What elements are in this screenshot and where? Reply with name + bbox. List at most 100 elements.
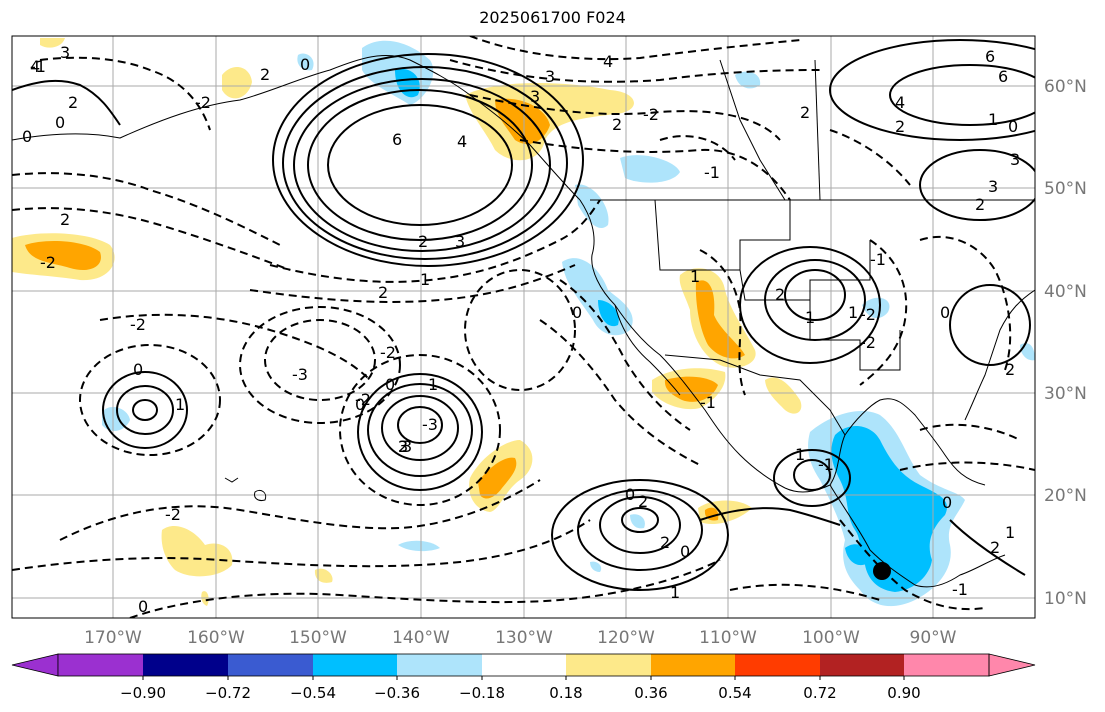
- contour-nw-1: [12, 79, 121, 126]
- contour-label: 3: [1010, 150, 1020, 169]
- contour-hawaii-3: [102, 371, 188, 449]
- map-title: 2025061700 F024: [479, 8, 626, 27]
- contour-label: 2: [60, 210, 70, 229]
- dashed-east-1: [919, 235, 1012, 371]
- fill-orange-bc-coast: [495, 98, 550, 145]
- lon-label: 110°W: [699, 628, 757, 648]
- contour-label: 0: [572, 303, 582, 322]
- coastline-west-coast: [579, 199, 786, 489]
- dashed-us-2: [859, 239, 908, 386]
- contour-mex-1: [793, 459, 831, 491]
- coastline-alaska: [12, 54, 581, 201]
- coastline-baja: [614, 304, 681, 396]
- fill-yellow-nw-corner: [40, 38, 65, 48]
- dashed-ne-1: [829, 129, 911, 186]
- fill-yellow-hawaii-south: [161, 525, 233, 577]
- contour-label: -2: [860, 333, 876, 352]
- contour-mid-3: [367, 383, 473, 477]
- island-hawaii-2: [254, 489, 267, 501]
- contour-label: 3: [545, 67, 555, 86]
- lat-label: 60°N: [1044, 77, 1087, 97]
- contour-central-line: [699, 507, 841, 526]
- colorbar-segment: [228, 654, 313, 676]
- border-us-mexico: [664, 354, 846, 436]
- contour-label: 3: [398, 437, 408, 456]
- dashed-coast-1: [559, 279, 691, 431]
- contour-label: 1: [805, 308, 815, 327]
- colorbar-segment: [904, 654, 989, 676]
- contour-label: 4: [895, 93, 905, 112]
- colorbar-frame: [57, 653, 990, 677]
- lat-label: 30°N: [1044, 384, 1087, 404]
- longitude-labels: 170°W 160°W 150°W 140°W 130°W 120°W 110°…: [84, 628, 957, 648]
- contour-high-4: [282, 66, 568, 260]
- contour-us-1: [784, 269, 846, 321]
- contour-ne-3: [919, 149, 1035, 221]
- contour-label: 2: [775, 285, 785, 304]
- fill-lightblue-north: [735, 71, 761, 89]
- colorbar-segment: [482, 654, 566, 676]
- contour-label: 1: [670, 583, 680, 602]
- contour-label: 2: [418, 232, 428, 251]
- dashed-south-2: [12, 519, 591, 571]
- contour-label: 1: [175, 395, 185, 414]
- dashed-belt-3: [99, 313, 371, 381]
- dashed-belt-2: [249, 264, 576, 303]
- contour-label: 1: [795, 445, 805, 464]
- fill-lightblue-oregon: [575, 184, 609, 229]
- contour-label: 2: [398, 437, 408, 456]
- contour-high-3: [293, 78, 551, 252]
- contour-label: 4: [30, 57, 40, 76]
- lon-label: 140°W: [392, 628, 450, 648]
- contour-label: -2: [380, 343, 396, 362]
- latitude-labels: 60°N 50°N 40°N 30°N 20°N 10°N: [1044, 77, 1087, 609]
- dashed-nw-1: [39, 56, 211, 131]
- contour-label: 4: [457, 132, 467, 151]
- colorbar-extend-left: [11, 653, 59, 677]
- dashed-contours: [12, 36, 1035, 618]
- lon-label: 170°W: [84, 628, 142, 648]
- contour-hawaii-2: [116, 385, 174, 435]
- dashed-us-1: [699, 249, 746, 396]
- contour-label: 3: [455, 232, 465, 251]
- colorbar-segment: [566, 654, 651, 676]
- fill-lightblue-pacific-sm: [398, 540, 440, 552]
- dashed-coast-2: [539, 319, 701, 466]
- dashed-nw-3: [12, 207, 291, 271]
- contour-label: -2: [165, 505, 181, 524]
- contour-label: 2: [990, 538, 1000, 557]
- contour-label: -3: [422, 415, 438, 434]
- contour-label: -1: [818, 455, 834, 474]
- lat-label: 40°N: [1044, 282, 1087, 302]
- lon-label: 130°W: [495, 628, 553, 648]
- fill-orange-sw-us: [695, 280, 745, 359]
- fill-blue-baja: [598, 300, 619, 327]
- contour-label: 0: [355, 395, 365, 414]
- fill-yellow-alaska-w: [222, 66, 252, 99]
- dashed-south-1: [59, 479, 541, 541]
- contour-us-2: [764, 259, 866, 341]
- island-hawaii-1: [224, 477, 239, 483]
- colorbar-tick-label: 0.72: [803, 684, 836, 702]
- colorbar: −0.90 −0.72 −0.54 −0.36 −0.18 0.18 0.36 …: [11, 653, 1036, 702]
- fill-yellow-small-2: [201, 591, 209, 606]
- contour-mid-1: [397, 406, 443, 444]
- contour-label: 1: [1005, 523, 1015, 542]
- colorbar-tick-label: 0.90: [887, 684, 920, 702]
- colorbar-segment: [820, 654, 904, 676]
- contour-label: -1: [700, 393, 716, 412]
- dashed-nw-2: [12, 172, 281, 246]
- contour-label: 1: [848, 303, 858, 322]
- contour-label: 0: [680, 542, 690, 561]
- contour-label: 2: [638, 492, 648, 511]
- contour-label: -2: [860, 305, 876, 324]
- contour-label: 2: [68, 93, 78, 112]
- dashed-top-4: [519, 139, 791, 201]
- border-state-1: [654, 199, 791, 271]
- anomaly-fills: [12, 38, 1035, 607]
- colorbar-tick-label: −0.90: [120, 684, 166, 702]
- fill-orange-mid-pacific: [478, 457, 517, 499]
- contour-mex-2: [773, 449, 851, 507]
- contour-label: -2: [130, 315, 146, 334]
- dashed-canada-1: [659, 135, 736, 161]
